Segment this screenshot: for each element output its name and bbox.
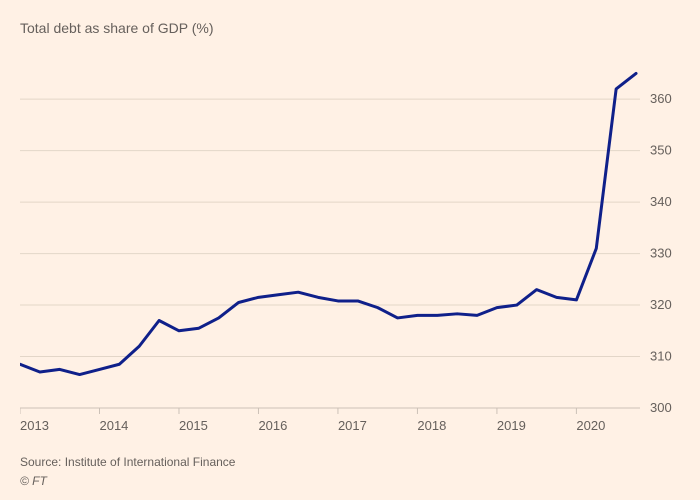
- chart-container: Total debt as share of GDP (%) 300 310 320…: [0, 0, 700, 500]
- svg-text:310: 310: [650, 349, 672, 364]
- svg-text:2013: 2013: [20, 418, 49, 433]
- svg-text:2020: 2020: [576, 418, 605, 433]
- chart-subtitle: Total debt as share of GDP (%): [20, 20, 214, 36]
- svg-text:340: 340: [650, 194, 672, 209]
- svg-text:360: 360: [650, 91, 672, 106]
- svg-text:350: 350: [650, 143, 672, 158]
- chart-source: Source: Institute of International Finan…: [20, 455, 235, 469]
- svg-text:2016: 2016: [258, 418, 287, 433]
- svg-text:330: 330: [650, 246, 672, 261]
- svg-text:2017: 2017: [338, 418, 367, 433]
- svg-text:2014: 2014: [99, 418, 128, 433]
- svg-text:2015: 2015: [179, 418, 208, 433]
- chart-plot: 300 310 320 330 340 350 360 2013 2014 2015 2016 201…: [20, 48, 680, 436]
- svg-text:320: 320: [650, 297, 672, 312]
- svg-text:2018: 2018: [417, 418, 446, 433]
- svg-text:2019: 2019: [497, 418, 526, 433]
- svg-text:300: 300: [650, 400, 672, 415]
- chart-copyright: © FT: [20, 474, 47, 488]
